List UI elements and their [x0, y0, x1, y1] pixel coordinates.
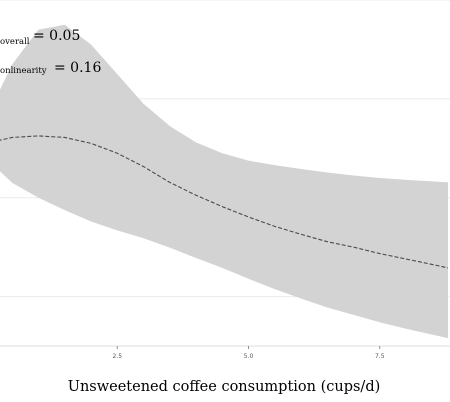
confidence-band [0, 24, 448, 339]
annotation-p-overall-prefix: overall [0, 37, 30, 47]
annotation-p-overall-value: = 0.05 [33, 28, 80, 44]
annotation-p-nonlinearity-value: = 0.16 [54, 60, 101, 76]
x-axis-ticks: 2.5 5.0 7.5 [112, 346, 385, 360]
x-tick-label-0: 2.5 [112, 353, 122, 360]
annotation-p-nonlinearity-prefix: onlinearity [0, 66, 47, 76]
x-tick-label-1: 5.0 [244, 353, 254, 360]
annotation-p-nonlinearity: onlinearity = 0.16 [0, 60, 101, 76]
x-tick-label-2: 7.5 [375, 353, 385, 360]
annotation-p-overall: overall = 0.05 [0, 28, 80, 47]
x-axis-title: Unsweetened coffee consumption (cups/d) [68, 379, 381, 395]
trend-line [0, 135, 449, 269]
